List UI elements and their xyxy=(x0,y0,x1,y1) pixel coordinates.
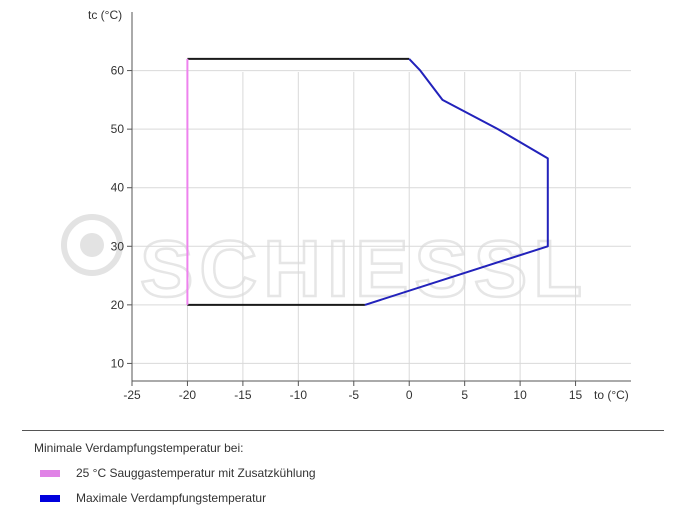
watermark-text: SCHIESSL xyxy=(140,224,588,313)
y-tick-label: 20 xyxy=(111,298,125,312)
y-tick-label: 40 xyxy=(111,181,125,195)
legend-label: 25 °C Sauggastemperatur mit Zusatzkühlun… xyxy=(76,466,316,480)
legend-swatch-blue xyxy=(40,494,60,502)
schiessl-logo-icon xyxy=(61,214,123,276)
x-tick-label: 0 xyxy=(406,388,413,402)
x-tick-label: -25 xyxy=(123,388,141,402)
y-axis-title: tc (°C) xyxy=(88,8,122,22)
series-lines xyxy=(186,57,549,306)
legend-title: Minimale Verdampfungstemperatur bei: xyxy=(34,441,244,455)
x-tick-label: -20 xyxy=(179,388,197,402)
x-tick-label: -15 xyxy=(234,388,252,402)
x-axis-title: to (°C) xyxy=(594,388,629,402)
x-tick-label: 5 xyxy=(461,388,468,402)
x-tick-label: -5 xyxy=(348,388,359,402)
legend-divider xyxy=(22,430,664,431)
legend-item-maximal: Maximale Verdampfungstemperatur xyxy=(40,490,266,506)
legend-label: Maximale Verdampfungstemperatur xyxy=(76,491,267,505)
series-line-3 xyxy=(364,58,549,306)
y-tick-label: 30 xyxy=(111,239,125,253)
chart-area: SCHIESSL -25 -20 -15 -10 -5 0 5 10 15 10 20 30 40 50 6… xyxy=(61,8,631,402)
y-tick-label: 60 xyxy=(111,64,125,78)
tick-labels: -25 -20 -15 -10 -5 0 5 10 15 10 20 30 40 50 60 xyxy=(111,64,583,402)
schiessl-watermark: SCHIESSL xyxy=(61,214,588,314)
x-tick-label: -10 xyxy=(290,388,308,402)
axes xyxy=(127,12,631,386)
x-tick-label: 10 xyxy=(513,388,527,402)
legend-item-zusatzkuehlung: 25 °C Sauggastemperatur mit Zusatzkühlun… xyxy=(40,465,316,481)
x-tick-label: 15 xyxy=(569,388,583,402)
y-tick-label: 50 xyxy=(111,122,125,136)
legend-swatch-pink xyxy=(40,469,60,477)
y-tick-label: 10 xyxy=(111,356,125,370)
